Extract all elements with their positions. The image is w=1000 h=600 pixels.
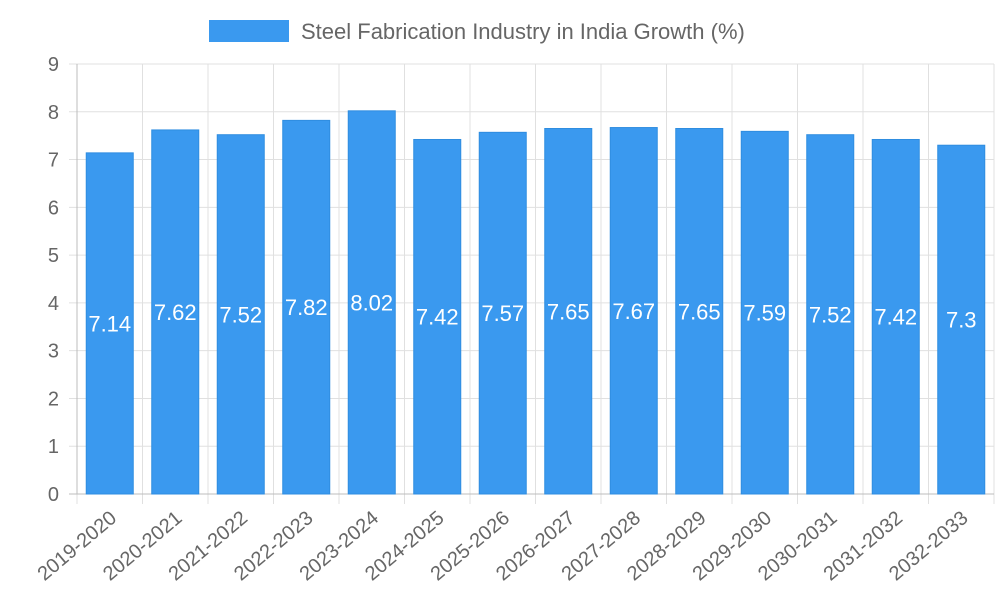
- y-tick-label: 8: [48, 102, 59, 124]
- y-tick-label: 0: [48, 484, 59, 506]
- bar: [609, 127, 658, 495]
- bar: [151, 129, 200, 495]
- bar-value-label: 7.52: [219, 302, 262, 327]
- bar: [347, 110, 396, 495]
- y-tick-label: 5: [48, 245, 59, 267]
- bar: [478, 131, 527, 495]
- bar-value-label: 7.65: [547, 299, 590, 324]
- y-tick-label: 9: [48, 54, 59, 76]
- chart-legend[interactable]: Steel Fabrication Industry in India Grow…: [209, 19, 745, 44]
- bar-value-label: 7.67: [612, 299, 655, 324]
- bar-value-label: 7.42: [874, 305, 917, 330]
- legend-swatch: [209, 20, 289, 42]
- bar-value-label: 7.14: [88, 311, 131, 336]
- bar-value-label: 7.59: [743, 301, 786, 326]
- bar: [544, 128, 593, 495]
- grid-layer: [69, 63, 995, 504]
- bar: [216, 134, 265, 495]
- bar-value-label: 7.3: [946, 308, 977, 333]
- bar-value-label: 7.62: [154, 300, 197, 325]
- y-axis: 0 1 2 3 4 5 6 7 8 9: [48, 54, 59, 506]
- y-tick-label: 3: [48, 341, 59, 363]
- bar: [675, 128, 724, 495]
- bar-value-label: 7.65: [678, 299, 721, 324]
- bar-value-label: 8.02: [350, 290, 393, 315]
- bar-value-label: 7.42: [416, 305, 459, 330]
- bar-series: [85, 110, 986, 495]
- bar: [282, 119, 331, 495]
- legend-label: Steel Fabrication Industry in India Grow…: [301, 19, 745, 44]
- y-tick-label: 1: [48, 436, 59, 458]
- bar-value-label: 7.52: [809, 302, 852, 327]
- y-tick-label: 4: [48, 293, 59, 315]
- y-tick-label: 6: [48, 197, 59, 219]
- bar: [937, 144, 986, 495]
- bar: [413, 138, 462, 495]
- x-axis: 2019-20202020-20212021-20222022-20232023…: [34, 507, 973, 585]
- y-tick-label: 7: [48, 150, 59, 172]
- bar-value-label: 7.82: [285, 295, 328, 320]
- bar: [85, 152, 134, 495]
- bar-data-labels: 7.14 7.62 7.52 7.82 8.02 7.42 7.57 7.65 7.67 7.65…: [88, 290, 976, 336]
- bar: [740, 130, 789, 495]
- bar: [806, 134, 855, 495]
- y-tick-label: 2: [48, 388, 59, 410]
- bar: [871, 138, 920, 495]
- bar-value-label: 7.57: [481, 301, 524, 326]
